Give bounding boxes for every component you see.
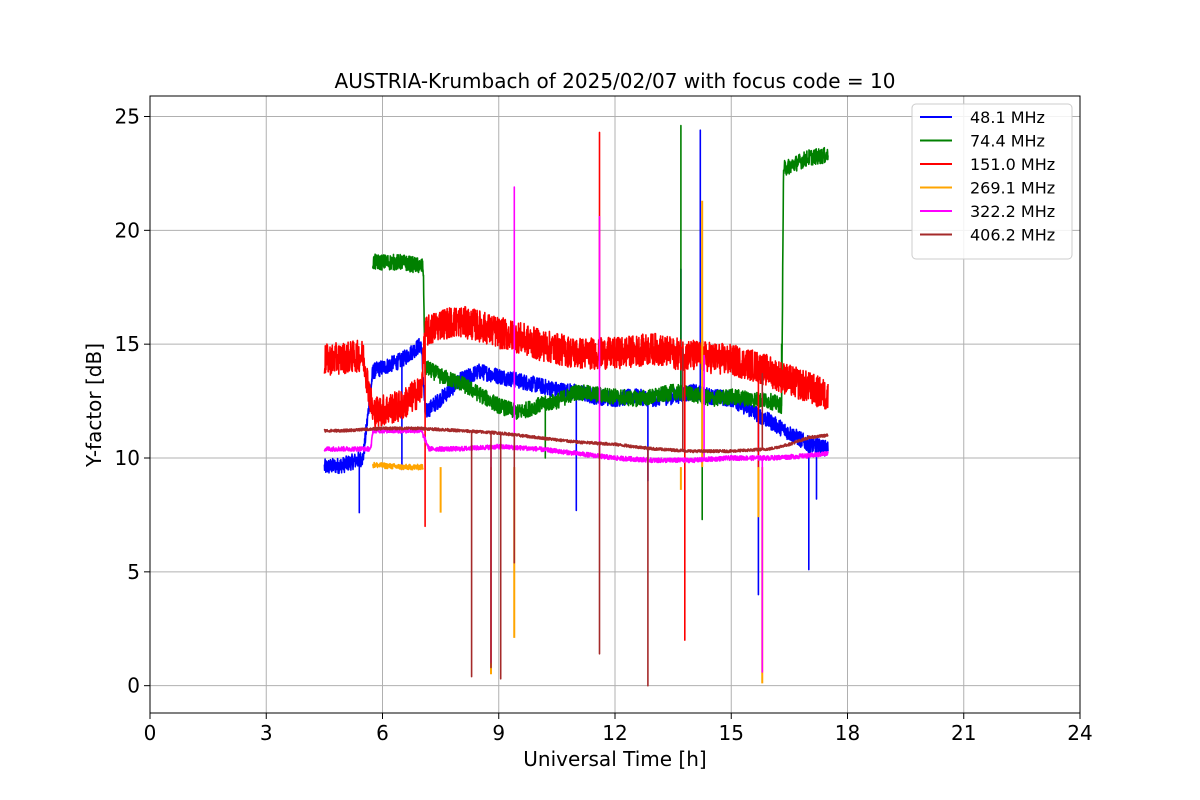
- x-tick-label: 3: [260, 721, 273, 745]
- y-axis-title: Y-factor [dB]: [82, 343, 106, 468]
- x-tick-label: 15: [719, 721, 744, 745]
- series-line-4: [323, 186, 829, 673]
- y-axis: 0 5 10 15 20 25: [115, 104, 150, 698]
- x-tick-label: 9: [492, 721, 505, 745]
- legend: 48.1 MHz 74.4 MHz 151.0 MHz 269.1 MHz 322.2…: [911, 103, 1073, 260]
- x-tick-label: 21: [951, 721, 976, 745]
- y-tick-label: 20: [115, 218, 140, 242]
- x-tick-label: 12: [602, 721, 627, 745]
- x-axis-title: Universal Time [h]: [523, 747, 706, 771]
- y-tick-label: 15: [115, 332, 140, 356]
- legend-label: 322.2 MHz: [970, 202, 1055, 221]
- x-tick-label: 6: [376, 721, 389, 745]
- legend-label: 48.1 MHz: [970, 108, 1045, 127]
- series-line-5: [323, 347, 829, 687]
- x-tick-label: 24: [1067, 721, 1092, 745]
- legend-box: [911, 103, 1073, 260]
- chart-title: AUSTRIA-Krumbach of 2025/02/07 with focu…: [335, 69, 896, 93]
- x-tick-label: 18: [835, 721, 860, 745]
- y-tick-label: 0: [127, 674, 140, 698]
- legend-label: 151.0 MHz: [970, 155, 1055, 174]
- series-line-2: [323, 131, 829, 641]
- legend-label: 406.2 MHz: [970, 226, 1055, 245]
- legend-label: 269.1 MHz: [970, 179, 1055, 198]
- series-line-1: [372, 124, 829, 521]
- y-tick-label: 25: [115, 104, 140, 128]
- legend-label: 74.4 MHz: [970, 132, 1045, 151]
- y-tick-label: 10: [115, 446, 140, 470]
- series-line-3: [372, 461, 424, 471]
- x-axis: 0 3 6 9 12 15 18 21 24: [144, 713, 1093, 745]
- x-tick-label: 0: [144, 721, 157, 745]
- plot-area: [323, 124, 829, 687]
- y-tick-label: 5: [127, 560, 140, 584]
